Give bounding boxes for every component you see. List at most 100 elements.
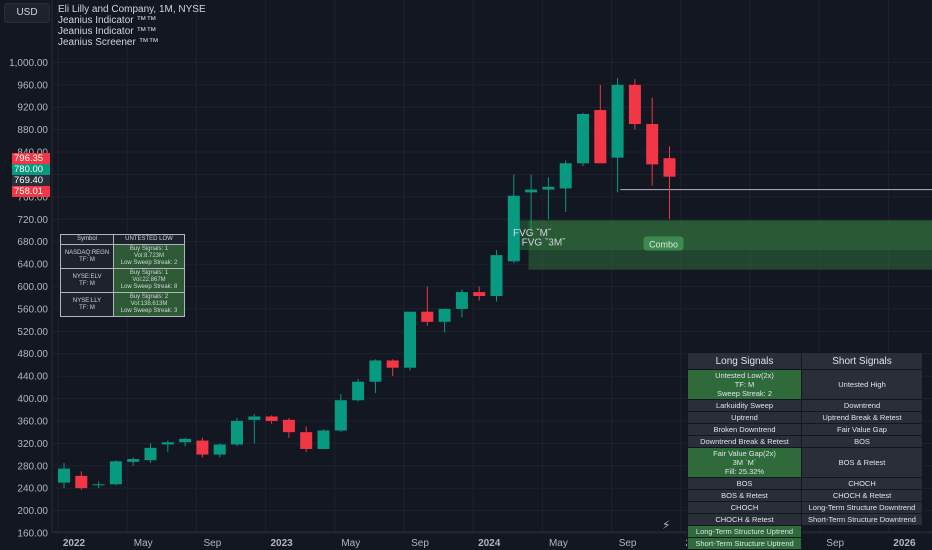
short-signals-header: Short Signals [801,352,923,370]
y-tick-label: 680.00 [17,237,48,248]
long-signal-text: Untested Low(2x) [715,371,774,380]
long-signal-text: Long-Term Structure Uptrend [695,527,794,536]
candle-body [490,255,503,297]
signal-row: BOS CHOCH [687,477,923,490]
candle-body [507,195,520,262]
indicator-label[interactable]: Jeanius Screener ™™ [58,37,159,48]
short-signal-text: Untested High [838,380,886,389]
fvg-label: FVG ˇMˇ [513,227,552,239]
short-signal-text: BOS & Retest [838,458,886,467]
y-tick-label: 400.00 [17,394,48,405]
screener-symbol-line: TF: M [79,256,95,263]
candle-body [109,461,122,485]
x-tick-label: May [549,538,568,549]
candle-body [421,311,434,322]
y-tick-label: 560.00 [17,304,48,315]
y-tick-label: 720.00 [17,215,48,226]
candle-body [455,292,468,309]
long-signal-text: Sweep Streak: 2 [716,389,773,398]
short-signal-cell: Untested High [801,369,923,400]
y-tick-label: 200.00 [17,506,48,517]
long-signal-text: Fill: 25.32% [724,467,765,476]
signal-row: Larkuidity Sweep Downtrend [687,399,923,412]
short-signal-cell: BOS [801,435,923,448]
candle-body [231,420,243,445]
signal-row: Fair Value Gap(2x) 3M `M` Fill: 25.32% BOS … [687,447,923,478]
long-signal-text: Short-Term Structure Uptrend [695,539,794,548]
short-signal-text: Fair Value Gap [837,425,887,434]
short-signal-text: Short-Term Structure Downtrend [808,515,916,524]
candle-body [127,459,140,462]
short-signal-cell: Downtrend [801,399,923,412]
long-signal-cell: Larkuidity Sweep [687,399,802,412]
x-tick-label: Sep [411,538,429,549]
screener-symbol-line: NYSE:LLY [72,297,102,304]
long-signal-text: Fair Value Gap(2x) [713,449,776,458]
candle-body [248,416,261,420]
x-tick-label: 2023 [270,538,293,549]
screener-row: NYSE:ELV TF: M Buy Signals: 1 Vol:22.867M Lo… [60,268,185,293]
candle-body [646,124,659,165]
long-signal-text: Downtrend Break & Retest [700,437,789,446]
screener-value-line: Buy Signals: 1 [129,270,169,276]
candle-body [352,381,365,401]
price-badge: 780.00 [12,164,50,175]
indicator-label[interactable]: Jeanius Indicator ™™ [58,26,157,37]
combo-label-box [643,236,684,251]
short-signal-cell: Fair Value Gap [801,423,923,436]
candle-body [144,447,157,461]
screener-symbol-cell[interactable]: NASDAQ:REGN TF: M [60,244,114,269]
long-signal-cell: Long-Term Structure Uptrend [687,525,802,538]
signal-row: Short-Term Structure Uptrend [687,537,923,550]
long-signal-text: TF: M [734,380,755,389]
screener-value-cell: Buy Signals: 2 Vol:138.613M Low Sweep Stre… [113,292,185,317]
long-signal-cell: CHOCH & Retest [687,513,802,526]
screener-row: NYSE:LLY TF: M Buy Signals: 2 Vol:138.613M L… [60,292,185,317]
signal-row: Long-Term Structure Uptrend [687,525,923,538]
x-tick-label: Sep [204,538,222,549]
y-tick-label: 480.00 [17,349,48,360]
lightning-icon[interactable]: ⚡︎ [662,518,671,532]
long-signal-text: CHOCH [730,503,759,512]
long-signal-text: Larkuidity Sweep [715,401,774,410]
x-tick-label: 2024 [478,538,501,549]
screener-symbol-cell[interactable]: NYSE:ELV TF: M [60,268,114,293]
short-signal-cell: Uptrend Break & Retest [801,411,923,424]
long-signal-cell: BOS & Retest [687,489,802,502]
candle-body [611,84,624,158]
candle-body [542,186,555,190]
y-tick-label: 880.00 [17,125,48,136]
screener-symbol-line: NASDAQ:REGN [64,249,110,256]
screener-symbol-cell[interactable]: NYSE:LLY TF: M [60,292,114,317]
price-badge: 758.01 [12,186,50,197]
candle-body [317,430,330,449]
currency-button[interactable]: USD [4,3,50,23]
long-signal-cell: Fair Value Gap(2x) 3M `M` Fill: 25.32% [687,447,802,478]
signal-row: CHOCH & Retest Short-Term Structure Downt… [687,513,923,526]
candle-body [663,158,676,177]
signal-row: Untested Low(2x) TF: M Sweep Streak: 2 Unte… [687,369,923,400]
screener-row: NASDAQ:REGN TF: M Buy Signals: 1 Vol:8.723M… [60,244,185,269]
short-signal-cell: CHOCH & Retest [801,489,923,502]
short-signal-text: Uptrend Break & Retest [822,413,902,422]
combo-label: Combo [649,239,678,249]
screener-value-line: Low Sweep Streak: 2 [120,260,178,266]
short-signal-text: Downtrend [843,401,881,410]
long-signal-text: CHOCH & Retest [715,515,774,524]
candle-body [179,438,192,443]
x-tick-label: 2022 [63,538,86,549]
screener-value-line: Buy Signals: 1 [129,246,169,252]
short-signal-cell: CHOCH [801,477,923,490]
screener-symbol-line: TF: M [79,304,95,311]
price-badge: 796.35 [12,153,50,164]
symbol-title[interactable]: Eli Lilly and Company, 1M, NYSE [58,4,206,15]
signal-row: BOS & Retest CHOCH & Retest [687,489,923,502]
chart-legend: Eli Lilly and Company, 1M, NYSE Jeanius … [58,4,206,48]
indicator-label[interactable]: Jeanius Indicator ™™ [58,15,157,26]
candle-body [404,311,416,368]
short-signal-cell [801,525,923,538]
candle-body [594,110,607,164]
short-signal-text: CHOCH [848,479,876,488]
x-tick-label: May [134,538,153,549]
y-tick-label: 1,000.00 [9,58,48,69]
